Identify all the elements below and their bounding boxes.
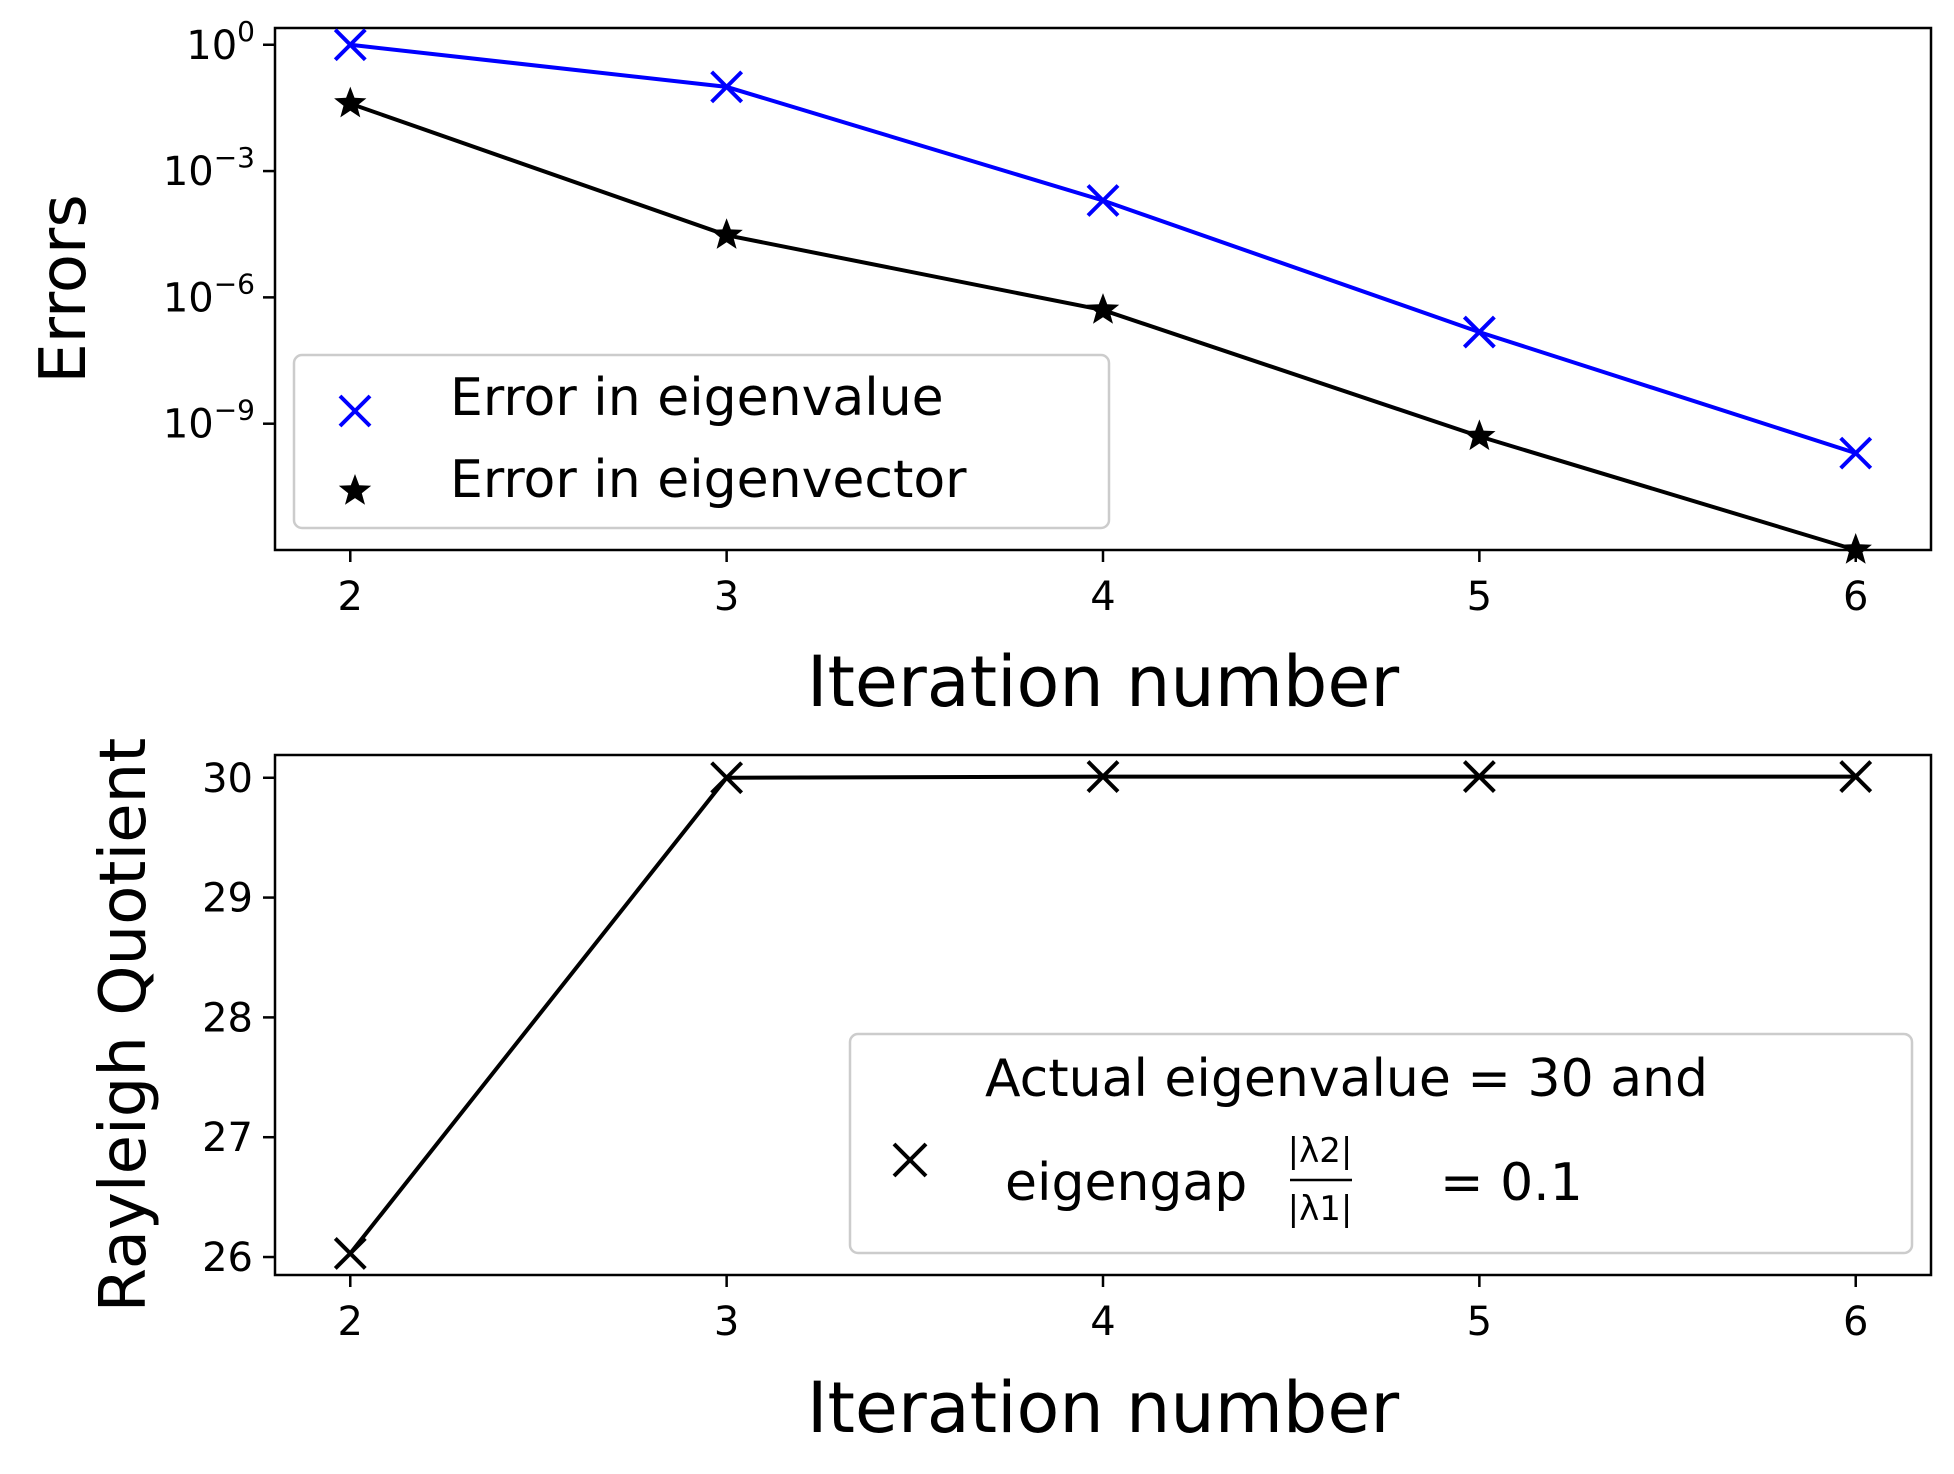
point-eigenvalue: [333, 28, 367, 62]
legend-x-blue-b: [338, 394, 372, 428]
legend-x-black: [892, 1142, 928, 1178]
y-tick-label: 29: [202, 876, 253, 922]
y-tick-label: 30: [202, 756, 253, 802]
x-tick-label: 3: [714, 1299, 739, 1345]
point-eigenvalue: [1086, 184, 1120, 217]
legend-marker-x-blue: [338, 394, 372, 428]
rayleigh-panel: 2 3 4 5 6 26 27 28 29 30 Iteration number Rayleig…: [87, 738, 1933, 1449]
point-eigenvalue-b: [1839, 436, 1873, 470]
rayleigh-ylabel: Rayleigh Quotient: [87, 738, 161, 1313]
point-rayleigh-b: [1086, 760, 1120, 793]
x-tick-label: 2: [338, 1299, 363, 1345]
errors-axes: 2 3 4 5 6 100 10−3 10−6 10−9: [163, 15, 1869, 620]
legend-frac-num: |λ2|: [1288, 1131, 1353, 1171]
legend-frac-den: |λ1|: [1288, 1189, 1353, 1229]
point-rayleigh: [1839, 760, 1873, 793]
legend-x-blue: [338, 394, 372, 428]
legend-marker-star: [338, 474, 372, 505]
x-tick-label: 6: [1843, 1299, 1868, 1345]
point-rayleigh: [710, 761, 744, 795]
point-eigenvector: [1086, 293, 1120, 324]
legend-label-eigenvalue: Error in eigenvalue: [450, 368, 944, 428]
point-eigenvalue: [710, 70, 744, 104]
point-rayleigh-b: [1462, 760, 1496, 793]
legend-x-black-b: [892, 1142, 928, 1178]
point-eigenvalue-b: [333, 28, 367, 62]
y-tick-label: 28: [202, 995, 253, 1041]
y-tick-label: 100: [186, 15, 255, 69]
errors-panel: 2 3 4 5 6 100 10−3 10−6 10−9 Iteration number Er…: [27, 15, 1933, 723]
legend-line-1: Actual eigenvalue = 30 and: [985, 1049, 1708, 1109]
y-tick-label: 27: [202, 1115, 253, 1161]
errors-legend: Error in eigenvalue Error in eigenvector: [292, 353, 1111, 530]
legend-star: [338, 474, 372, 505]
point-eigenvalue: [1839, 436, 1873, 470]
point-eigenvalue: [1462, 315, 1496, 349]
legend-label-eigenvector: Error in eigenvector: [450, 450, 967, 510]
point-eigenvector: [1463, 419, 1496, 451]
point-eigenvalue-b: [1086, 184, 1120, 217]
rayleigh-axes: 2 3 4 5 6 26 27 28 29 30: [202, 756, 1868, 1345]
point-rayleigh: [333, 1237, 367, 1270]
point-rayleigh-b: [1839, 760, 1873, 793]
legend-line-2b: = 0.1: [1440, 1153, 1583, 1213]
x-tick-label: 4: [1090, 574, 1115, 620]
point-rayleigh-b: [710, 761, 744, 795]
y-tick-label: 10−6: [163, 267, 255, 321]
y-tick-label: 10−9: [163, 394, 255, 448]
point-eigenvalue-b: [710, 70, 744, 104]
y-tick-label: 10−3: [163, 141, 255, 195]
legend-marker-x-black: [892, 1142, 928, 1178]
x-tick-label: 4: [1090, 1299, 1115, 1345]
point-eigenvector: [1839, 533, 1872, 564]
rayleigh-xlabel: Iteration number: [807, 1367, 1400, 1449]
point-eigenvector: [334, 86, 367, 118]
x-tick-label: 2: [338, 574, 363, 620]
x-tick-label: 5: [1467, 1299, 1492, 1345]
rayleigh-legend-box: [848, 1032, 1914, 1255]
point-rayleigh-b: [333, 1237, 367, 1270]
point-rayleigh: [1086, 760, 1120, 793]
point-rayleigh: [1462, 760, 1496, 793]
errors-legend-box: [292, 353, 1111, 530]
errors-ylabel: Errors: [27, 194, 101, 383]
point-eigenvalue-b: [1462, 315, 1496, 349]
rayleigh-series: [333, 760, 1873, 1270]
errors-series: [333, 28, 1873, 564]
errors-xlabel: Iteration number: [807, 641, 1400, 723]
rayleigh-legend: Actual eigenvalue = 30 and eigengap |λ2|…: [848, 1032, 1914, 1255]
y-tick-label: 26: [202, 1235, 253, 1281]
x-tick-label: 5: [1467, 574, 1492, 620]
point-eigenvector: [710, 218, 743, 249]
x-tick-label: 3: [714, 574, 739, 620]
legend-line-2a: eigengap: [1005, 1153, 1247, 1213]
x-tick-label: 6: [1843, 574, 1868, 620]
